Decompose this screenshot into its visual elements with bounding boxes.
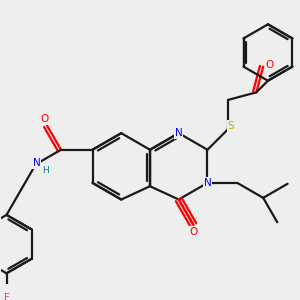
Text: H: H	[42, 166, 48, 175]
Text: O: O	[40, 114, 48, 124]
Text: O: O	[190, 227, 198, 237]
Text: N: N	[32, 158, 40, 168]
Text: O: O	[266, 60, 274, 70]
Text: F: F	[4, 292, 10, 300]
Text: N: N	[204, 178, 211, 188]
Text: N: N	[175, 128, 183, 138]
Text: S: S	[227, 121, 234, 131]
